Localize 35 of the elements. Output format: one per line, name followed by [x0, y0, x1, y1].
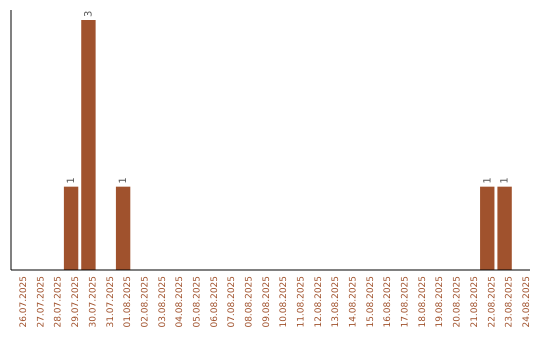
x-tick-label: 15.08.2025	[366, 276, 376, 328]
x-tick-label: 08.08.2025	[244, 276, 254, 328]
data-label: 1	[118, 177, 130, 184]
x-tick-label: 27.07.2025	[36, 276, 46, 328]
x-tick-label: 02.08.2025	[140, 276, 150, 328]
x-tick-label: 21.08.2025	[470, 276, 480, 328]
x-tick-label: 06.08.2025	[210, 276, 220, 328]
x-tick-label: 01.08.2025	[123, 276, 134, 328]
x-tick-label: 16.08.2025	[383, 276, 394, 328]
x-tick-label: 13.08.2025	[331, 276, 342, 328]
x-tick-label: 26.07.2025	[19, 276, 30, 328]
x-tick-label: 22.08.2025	[487, 276, 498, 328]
x-tick-label: 31.07.2025	[106, 276, 116, 328]
x-tick-label: 04.08.2025	[175, 276, 186, 328]
x-tick-label: 23.08.2025	[504, 276, 515, 328]
x-tick-label: 10.08.2025	[279, 276, 290, 328]
x-tick-label: 29.07.2025	[71, 276, 82, 328]
data-label: 1	[66, 177, 78, 184]
x-tick-label: 09.08.2025	[262, 276, 272, 328]
data-label: 1	[500, 177, 511, 184]
x-tick-label: 07.08.2025	[227, 276, 238, 328]
x-tick-label: 28.07.2025	[54, 276, 64, 328]
x-tick-label: 19.08.2025	[435, 276, 446, 328]
x-tick-label: 12.08.2025	[314, 276, 324, 328]
data-label: 3	[83, 10, 94, 17]
data-label: 1	[482, 177, 494, 184]
x-tick-label: 11.08.2025	[296, 276, 307, 328]
x-tick-label: 14.08.2025	[348, 276, 359, 328]
x-tick-label: 24.08.2025	[522, 276, 532, 328]
x-tick-label: 18.08.2025	[418, 276, 428, 328]
x-tick-label: 17.08.2025	[400, 276, 411, 328]
x-tick-label: 05.08.2025	[192, 276, 202, 328]
x-tick-label: 20.08.2025	[452, 276, 463, 328]
x-tick-label: 30.07.2025	[88, 276, 98, 328]
x-tick-label: 03.08.2025	[158, 276, 168, 328]
